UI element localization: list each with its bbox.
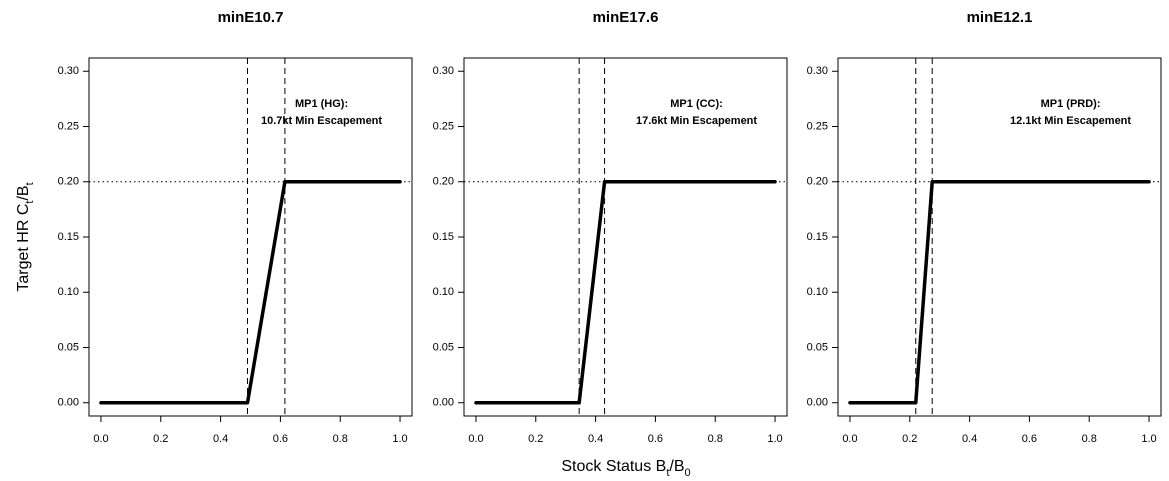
- axis-label: Stock Status Bt/B0: [561, 458, 690, 479]
- plot-frame: [463, 57, 788, 417]
- chart-title: minE12.1: [967, 9, 1033, 26]
- label-part: Target HR C: [15, 204, 32, 292]
- line: [474, 180, 777, 405]
- label-part: /B: [15, 185, 32, 200]
- y-tick-label: 0.00: [807, 397, 828, 409]
- y-tick-label: 0.25: [433, 120, 454, 132]
- y-tick-label: 0.00: [433, 397, 454, 409]
- x-tick-label: 0.4: [213, 433, 228, 445]
- x-tick-label: 0.0: [468, 433, 483, 445]
- annotation: 17.6kt Min Escapement: [636, 115, 757, 127]
- x-tick-label: 0.4: [962, 433, 977, 445]
- x-tick-label: 0.8: [333, 433, 348, 445]
- subscript: 0: [685, 467, 691, 479]
- y-tick-label: 0.30: [433, 65, 454, 77]
- annotation: 10.7kt Min Escapement: [261, 115, 382, 127]
- y-tick-label: 0.05: [807, 341, 828, 353]
- line: [99, 180, 402, 405]
- x-tick-label: 1.0: [392, 433, 407, 445]
- annotation: 12.1kt Min Escapement: [1010, 115, 1131, 127]
- subscript: t: [666, 467, 669, 479]
- y-tick-label: 0.10: [58, 286, 79, 298]
- y-tick-label: 0.10: [807, 286, 828, 298]
- x-tick-label: 0.2: [902, 433, 917, 445]
- y-tick-label: 0.05: [433, 341, 454, 353]
- plot-frame: [88, 57, 413, 417]
- y-tick-label: 0.20: [58, 176, 79, 188]
- chart-title: minE10.7: [218, 9, 284, 26]
- x-tick-label: 0.4: [588, 433, 603, 445]
- x-tick-label: 0.6: [1022, 433, 1037, 445]
- y-tick-label: 0.05: [58, 341, 79, 353]
- x-tick-label: 1.0: [1141, 433, 1156, 445]
- subscript: t: [24, 201, 36, 204]
- y-tick-label: 0.15: [58, 231, 79, 243]
- y-tick-label: 0.30: [58, 65, 79, 77]
- x-tick-label: 0.8: [708, 433, 723, 445]
- x-tick-label: 0.8: [1082, 433, 1097, 445]
- y-tick-label: 0.00: [58, 397, 79, 409]
- y-tick-label: 0.25: [807, 120, 828, 132]
- label-part: Stock Status B: [561, 458, 666, 475]
- axis-label: Target HR Ct/Bt: [15, 182, 36, 291]
- y-tick-label: 0.30: [807, 65, 828, 77]
- x-tick-label: 0.6: [648, 433, 663, 445]
- y-tick-label: 0.20: [433, 176, 454, 188]
- x-tick-label: 0.0: [842, 433, 857, 445]
- plot-frame: [837, 57, 1162, 417]
- x-tick-label: 1.0: [767, 433, 782, 445]
- annotation: MP1 (CC):: [670, 98, 723, 110]
- label-part: /B: [669, 458, 684, 475]
- x-tick-label: 0.6: [273, 433, 288, 445]
- x-tick-label: 0.0: [93, 433, 108, 445]
- chart-title: minE17.6: [593, 9, 659, 26]
- y-tick-label: 0.25: [58, 120, 79, 132]
- y-tick-label: 0.10: [433, 286, 454, 298]
- y-tick-label: 0.20: [807, 176, 828, 188]
- x-tick-label: 0.2: [528, 433, 543, 445]
- annotation: MP1 (PRD):: [1041, 98, 1101, 110]
- subscript: t: [24, 182, 36, 185]
- y-tick-label: 0.15: [807, 231, 828, 243]
- line: [848, 180, 1151, 405]
- y-tick-label: 0.15: [433, 231, 454, 243]
- annotation: MP1 (HG):: [295, 98, 348, 110]
- x-tick-label: 0.2: [153, 433, 168, 445]
